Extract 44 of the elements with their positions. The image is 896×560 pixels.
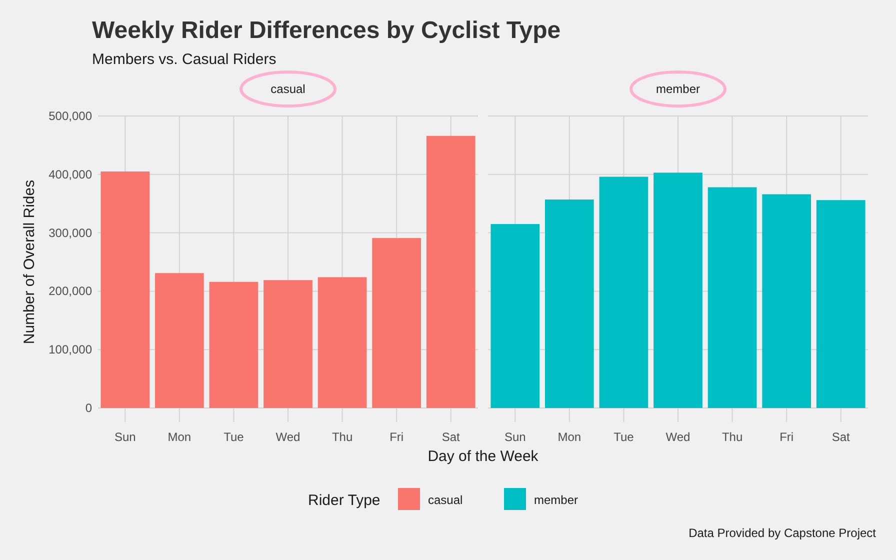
x-tick-label: Tue	[224, 430, 244, 444]
bar	[654, 172, 702, 408]
x-tick-label: Fri	[390, 430, 404, 444]
bar	[762, 194, 811, 408]
bar	[264, 280, 312, 408]
y-tick-label: 200,000	[48, 284, 92, 298]
y-axis-title: Number of Overall Rides	[21, 180, 38, 344]
bar	[545, 200, 594, 408]
x-tick-label: Mon	[168, 430, 192, 444]
legend-label: member	[534, 493, 578, 507]
x-tick-label: Tue	[614, 430, 634, 444]
bar	[708, 187, 757, 408]
x-axis-title: Day of the Week	[428, 448, 539, 465]
bar	[599, 176, 648, 408]
y-tick-label: 300,000	[48, 226, 92, 240]
legend-title: Rider Type	[308, 492, 380, 509]
x-tick-label: Wed	[276, 430, 300, 444]
x-tick-label: Mon	[558, 430, 582, 444]
y-tick-label: 0	[85, 401, 92, 415]
bar	[372, 238, 421, 408]
x-tick-label: Sun	[114, 430, 136, 444]
bar	[318, 277, 367, 408]
x-tick-label: Sun	[504, 430, 526, 444]
text: casual	[270, 82, 306, 96]
bar	[490, 224, 540, 408]
chart-title: Weekly Rider Differences by Cyclist Type	[92, 17, 561, 44]
bar	[100, 171, 150, 408]
bar	[816, 200, 866, 408]
y-tick-label: 100,000	[48, 342, 92, 357]
chart-subtitle: Members vs. Casual Riders	[92, 51, 276, 68]
text: Data Provided by Capstone Project	[688, 526, 877, 540]
text: member	[656, 82, 700, 96]
y-tick-label: 500,000	[48, 109, 92, 123]
x-tick-label: Wed	[666, 430, 690, 444]
legend-label: casual	[428, 493, 463, 507]
x-tick-label: Sat	[442, 430, 461, 444]
x-tick-label: Thu	[332, 430, 353, 444]
bar	[209, 282, 258, 408]
x-tick-label: Fri	[780, 430, 794, 444]
x-tick-label: Thu	[722, 430, 743, 444]
y-tick-label: 400,000	[48, 167, 92, 182]
bar	[426, 136, 476, 408]
bar	[155, 273, 204, 408]
x-tick-label: Sat	[832, 430, 851, 444]
